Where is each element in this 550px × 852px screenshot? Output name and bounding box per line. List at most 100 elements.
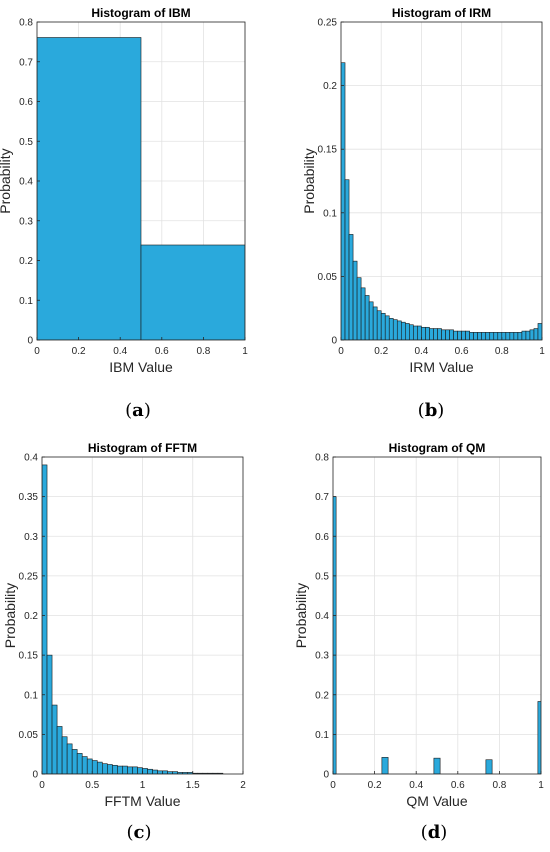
y-tick-label: 0.1 bbox=[323, 208, 337, 219]
y-tick-label: 0.35 bbox=[19, 492, 39, 503]
chart-title: Histogram of QM bbox=[389, 441, 486, 455]
bars bbox=[42, 464, 224, 774]
histogram-bar bbox=[396, 320, 402, 340]
histogram-bar bbox=[86, 758, 93, 774]
histogram-bar bbox=[152, 769, 158, 774]
y-tick-label: 0.7 bbox=[19, 57, 33, 68]
histogram-bar bbox=[96, 761, 103, 774]
y-axis-label: Probability bbox=[293, 583, 309, 648]
histogram-bar bbox=[380, 312, 386, 340]
panel-caption-c: (c) bbox=[126, 822, 152, 843]
histogram-bar bbox=[46, 654, 53, 774]
y-tick-label: 0.25 bbox=[318, 18, 338, 29]
histogram-bar bbox=[457, 330, 462, 340]
y-tick-label: 0.2 bbox=[315, 690, 329, 701]
histogram-bar bbox=[469, 332, 474, 340]
histogram-bar bbox=[481, 332, 487, 340]
histogram-bar bbox=[441, 329, 446, 340]
chart-d: 0 0.2 0.4 0.6 0.8 1 0 0.1 0.2 0.3 0.4 0.5 0.6 0.7 0.8 H… bbox=[293, 441, 544, 809]
y-tick-label: 0.4 bbox=[24, 453, 38, 464]
y-tick-label: 0.05 bbox=[318, 272, 338, 283]
x-tick-label: 0.6 bbox=[455, 346, 469, 357]
histogram-bar bbox=[112, 764, 118, 774]
y-tick-label: 0.1 bbox=[24, 690, 38, 701]
x-tick-label: 1 bbox=[242, 346, 248, 357]
bars bbox=[37, 37, 245, 340]
histogram-bar bbox=[107, 764, 113, 774]
histogram-bar bbox=[147, 768, 153, 774]
histogram-bar bbox=[409, 324, 414, 340]
histogram-bar bbox=[81, 756, 88, 774]
y-tick-label: 0.2 bbox=[323, 81, 337, 92]
y-tick-label: 0.1 bbox=[315, 730, 329, 741]
histogram-bar bbox=[493, 332, 499, 340]
histogram-bar bbox=[465, 330, 470, 340]
histogram-bar bbox=[76, 753, 83, 774]
histogram-bar bbox=[376, 310, 382, 340]
histogram-bar bbox=[142, 768, 148, 774]
histogram-bar bbox=[537, 323, 542, 340]
y-tick-label: 0.5 bbox=[19, 137, 33, 148]
panel-caption-a: (a) bbox=[125, 400, 151, 421]
y-tick-label: 0.15 bbox=[318, 145, 338, 156]
histogram-bar bbox=[392, 319, 398, 340]
x-tick-label: 0.4 bbox=[409, 780, 423, 791]
x-tick-label: 0 bbox=[338, 346, 344, 357]
histogram-bar bbox=[529, 329, 535, 340]
histogram-bar bbox=[433, 757, 441, 774]
y-tick-label: 0 bbox=[331, 336, 337, 347]
y-axis-label: Probability bbox=[0, 148, 13, 213]
histogram-bar bbox=[417, 325, 422, 340]
histogram-bar bbox=[501, 332, 507, 340]
y-tick-label: 0 bbox=[32, 770, 38, 781]
y-tick-label: 0.7 bbox=[315, 492, 329, 503]
histogram-bar bbox=[356, 277, 362, 340]
histogram-bar bbox=[477, 332, 482, 340]
histogram-bar bbox=[537, 701, 541, 774]
x-tick-label: 0.6 bbox=[451, 780, 465, 791]
histogram-bar bbox=[360, 287, 366, 340]
x-tick-label: 0.2 bbox=[374, 346, 388, 357]
histogram-bar bbox=[421, 326, 426, 340]
x-tick-label: 1 bbox=[140, 780, 146, 791]
histogram-bar bbox=[91, 760, 98, 774]
y-tick-label: 0.8 bbox=[315, 453, 329, 464]
x-axis-label: QM Value bbox=[406, 793, 467, 809]
histogram-bar bbox=[453, 330, 458, 340]
y-tick-label: 0.4 bbox=[19, 177, 33, 188]
y-tick-label: 0.2 bbox=[19, 256, 33, 267]
x-tick-label: 0.2 bbox=[72, 346, 86, 357]
histogram-bar bbox=[372, 306, 378, 340]
chart-title: Histogram of IRM bbox=[392, 6, 491, 20]
y-tick-label: 0.3 bbox=[24, 532, 38, 543]
y-tick-label: 0.2 bbox=[24, 611, 38, 622]
x-tick-label: 0 bbox=[330, 780, 336, 791]
histogram-bar bbox=[61, 736, 68, 774]
y-tick-label: 0 bbox=[27, 336, 33, 347]
x-tick-label: 0.2 bbox=[368, 780, 382, 791]
histogram-bar bbox=[102, 763, 108, 774]
histogram-bar bbox=[56, 726, 63, 774]
y-tick-label: 0.05 bbox=[19, 730, 39, 741]
x-tick-label: 0.4 bbox=[414, 346, 428, 357]
histogram-bar bbox=[344, 179, 350, 340]
x-tick-label: 0.8 bbox=[492, 780, 506, 791]
chart-a: 0 0.2 0.4 0.6 0.8 1 0 0.1 0.2 0.3 0.4 0.5 0.6 0.7 0.8 H… bbox=[0, 6, 248, 375]
y-tick-label: 0 bbox=[323, 770, 329, 781]
histogram-bar bbox=[42, 464, 48, 774]
histogram-bar bbox=[37, 37, 142, 340]
y-tick-label: 0.1 bbox=[19, 296, 33, 307]
histogram-bar bbox=[352, 260, 358, 340]
histogram-bar bbox=[341, 62, 346, 340]
histogram-bar bbox=[348, 234, 354, 340]
histogram-bar bbox=[449, 329, 454, 340]
x-axis-label: FFTM Value bbox=[105, 793, 181, 809]
chart-c: 0 0.5 1 1.5 2 0 0.05 0.1 0.15 0.2 0.25 0.3 0.35 0.4 Hi… bbox=[2, 441, 246, 809]
histogram-bar bbox=[521, 330, 527, 340]
x-tick-label: 0.5 bbox=[85, 780, 99, 791]
histogram-bar bbox=[162, 770, 168, 774]
histogram-bar bbox=[66, 743, 73, 774]
y-tick-label: 0.25 bbox=[19, 571, 39, 582]
bars bbox=[341, 62, 542, 340]
